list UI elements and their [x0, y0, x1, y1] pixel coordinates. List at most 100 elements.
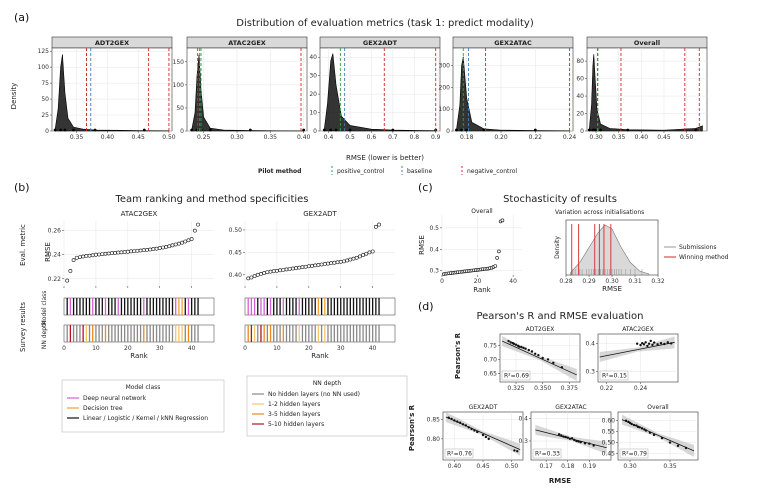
stochasticity-overall-point: [500, 218, 505, 223]
facet-overall-rug-point: [591, 128, 595, 132]
rank-gex2adt-point: [326, 261, 330, 266]
facet-atac2gex-rug-point: [208, 128, 212, 132]
pearson-gex2adt-point: [513, 449, 516, 452]
rank-gex2adt-point: [303, 264, 308, 269]
initialisation-variation-xtick-label: 0.30: [605, 278, 619, 285]
stochasticity-overall-xlabel: Rank: [473, 286, 491, 294]
rank-atac2gex-point: [100, 252, 105, 257]
panel-d-ylabel-bottom: Pearson's R: [408, 404, 416, 451]
pearson-atac2gex-point: [656, 343, 659, 346]
facet-gex2adt-xtick-label: 0.4: [324, 134, 334, 141]
pearson-gex2adt-point: [487, 437, 490, 441]
pearson-overall-point: [676, 444, 680, 448]
rank-atac2gex-point: [176, 241, 181, 246]
pearson-gex2atac-r2-box: [532, 448, 562, 459]
facet-overall-xtick-label: 0.30: [589, 134, 603, 141]
facet-gex2adt-density: [323, 53, 437, 132]
panel-b-legends: Model class NN depth Deep neural network…: [61, 375, 408, 437]
rank-atac2gex-point: [157, 246, 162, 250]
rank-atac2gex-point: [106, 251, 111, 256]
initialisation-variation-title: Variation across initialisations: [555, 209, 644, 216]
panel-b-row-model: Model class: [41, 291, 48, 326]
facet-gex2adt-strip-label: GEX2ADT: [363, 39, 398, 47]
rank-gex2adt-ytick-label: 0.50: [229, 227, 243, 234]
pearson-overall-r2-box: [619, 448, 649, 459]
pearson-gex2adt-r2-box: [444, 448, 474, 459]
facet-gex2adt-rug-point: [329, 128, 333, 132]
facet-adt2gex-xtick-label: 0.50: [162, 134, 176, 141]
rank-gex2adt-point: [319, 262, 324, 267]
model-legend-title: Model class: [126, 384, 161, 391]
pearson-adt2gex-fit-line: [501, 340, 577, 376]
stochasticity-overall-xtick-label: 20: [474, 278, 482, 285]
pearson-adt2gex-ytick-label: 0.75: [484, 342, 498, 349]
rank-gex2adt-point: [300, 265, 305, 270]
facet-atac2gex-rug-point: [248, 128, 252, 132]
facet-adt2gex-ytick-label: 100: [38, 64, 50, 71]
legend-c-label-1: Winning method: [679, 254, 729, 261]
panel-label-a: (a): [14, 11, 29, 24]
nn-legend-title: NN depth: [313, 380, 342, 387]
rank-gex2adt-point: [310, 263, 314, 268]
facet-overall-strip-label: Overall: [634, 39, 660, 47]
pearson-adt2gex-point: [524, 347, 527, 350]
pearson-gex2atac-xtick-label: 0.17: [539, 463, 553, 470]
panel-b-survey-label: Survey results: [19, 302, 27, 352]
pearson-atac2gex-point: [652, 341, 656, 344]
facet-adt2gex-ytick-label: 0: [45, 128, 49, 135]
rank-gex2adt-point: [262, 271, 267, 275]
rank-gex2adt-point: [316, 263, 321, 267]
rank-atac2gex-point: [192, 228, 197, 233]
pearson-gex2adt-xtick-label: 0.45: [476, 463, 490, 470]
rank-gex2adt-point: [284, 267, 289, 272]
facet-atac2gex-ytick-label: 0: [180, 128, 184, 135]
pearson-adt2gex-point: [518, 345, 521, 348]
pearson-gex2atac-facet-title: GEX2ATAC: [555, 404, 586, 411]
facet-gex2adt-rug-point: [348, 128, 352, 132]
pearson-adt2gex-point: [522, 346, 525, 350]
facet-overall-ytick-label: 60: [576, 76, 584, 83]
facet-gex2atac-rug-point: [460, 128, 463, 132]
facet-gex2atac-ytick-label: 300: [439, 62, 451, 69]
initialisation-variation-xtick-label: 0.29: [582, 278, 596, 285]
facet-gex2atac-xtick-label: 0.22: [529, 134, 543, 141]
facet-atac2gex-xtick-label: 0.30: [230, 134, 244, 141]
pearson-gex2adt-ytick-label: 0.80: [427, 436, 441, 443]
pearson-adt2gex-point: [530, 350, 534, 353]
rank-atac2gex-point: [119, 250, 124, 255]
facet-gex2atac: GEX2ATAC 0.18 0.20 0.22 0.24 0 100 200 300: [439, 36, 576, 141]
facet-overall-ytick-label: 40: [576, 93, 584, 100]
stochasticity-overall-ytick-label: 0.4: [429, 246, 439, 253]
legend-nn-label-0: No hidden layers (no NN used): [268, 391, 360, 398]
pearson-adt2gex-xtick-label: 0.350: [534, 385, 551, 392]
rank-gex2adt-point: [275, 268, 279, 273]
pearson-atac2gex-r2-box: [599, 370, 629, 381]
panel-b-ylabel-rmse: RMSE: [44, 242, 52, 262]
rank-atac2gex-rank-xlabel: Rank: [130, 352, 148, 360]
rank-atac2gex-point: [113, 250, 117, 255]
facet-gex2atac-xtick-label: 0.18: [460, 134, 474, 141]
rank-atac2gex-point: [68, 269, 73, 273]
pearson-adt2gex-r2-label: R²=0.69: [504, 373, 529, 380]
rank-gex2adt: GEX2ADT 0.40 0.45 0.50 0 10 20 30 40 Rank: [229, 210, 396, 360]
facet-gex2adt-xtick-label: 0.7: [388, 134, 398, 141]
rank-gex2adt-point: [265, 270, 270, 275]
pearson-atac2gex-point: [666, 341, 669, 344]
facet-overall-rug-point: [587, 128, 591, 132]
facet-overall-xtick-label: 0.35: [612, 134, 626, 141]
rank-atac2gex-point: [151, 247, 156, 251]
pearson-overall-point: [652, 433, 656, 437]
rank-atac2gex-point: [129, 249, 133, 254]
facet-adt2gex-rug-point: [142, 128, 146, 132]
facet-atac2gex-rug-point: [190, 128, 194, 132]
rank-atac2gex-point: [71, 258, 76, 263]
rank-atac2gex-model-row: [63, 297, 215, 316]
pearson-adt2gex-xtick-label: 0.325: [507, 385, 524, 392]
rank-atac2gex-point: [138, 248, 143, 253]
rank-atac2gex-point: [148, 247, 153, 252]
pearson-adt2gex-ytick-label: 0.65: [484, 371, 498, 378]
pearson-adt2gex-point: [537, 353, 540, 357]
initialisation-variation-density: [570, 224, 650, 276]
legend-a-label-2: negative_control: [467, 168, 517, 175]
rank-gex2adt-point: [332, 260, 337, 265]
